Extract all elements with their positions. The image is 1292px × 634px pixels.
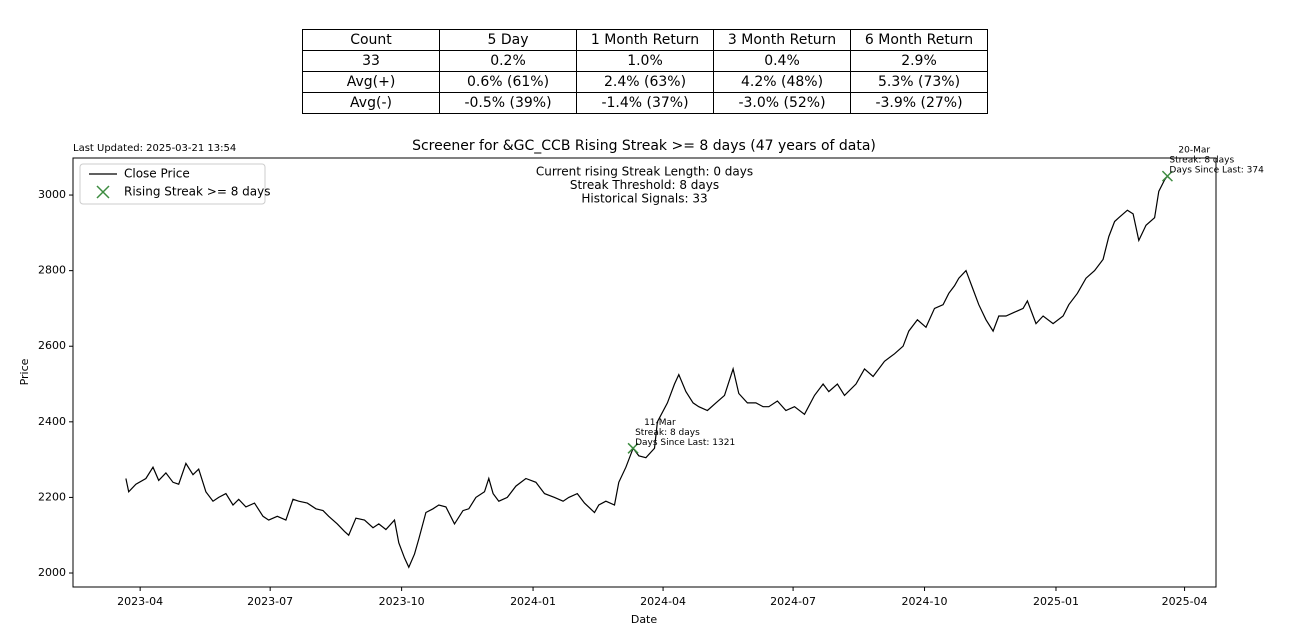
x-tick-label: 2024-01 [510,595,556,608]
table-cell: 6 Month Return [850,29,988,51]
legend-label: Rising Streak >= 8 days [124,185,270,199]
chart-title: Screener for &GC_CCB Rising Streak >= 8 … [412,138,876,154]
x-tick-label: 2023-07 [247,595,293,608]
y-tick-label: 2400 [38,415,66,428]
annotation: Days Since Last: 374 [1169,166,1264,176]
plot-frame [72,157,1217,588]
x-tick-label: 2025-04 [1162,595,1208,608]
y-axis-label: Price [18,358,31,385]
y-tick-label: 2000 [38,566,66,579]
annotation: 11-Mar [644,418,676,428]
signal-marker [1161,170,1173,182]
x-tick-label: 2025-01 [1033,595,1079,608]
info-text: Streak Threshold: 8 days [570,178,719,192]
table-cell: -1.4% (37%) [576,92,714,114]
table-cell: 2.4% (63%) [576,71,714,93]
updated-label: Last Updated: 2025-03-21 13:54 [73,143,236,154]
x-tick-label: 2024-04 [640,595,686,608]
price-line [125,175,1170,569]
annotation: Streak: 8 days [635,428,700,438]
table-cell: -0.5% (39%) [439,92,577,114]
legend-marker [96,185,110,199]
table-header: Count 5 Day 1 Month Return 3 Month Return 6 … [302,29,988,51]
annotation: Streak: 8 days [1169,156,1234,166]
x-tick-label: 2023-10 [379,595,425,608]
legend-label: Close Price [124,167,190,181]
table-cell: 4.2% (48%) [713,71,851,93]
annotation: Days Since Last: 1321 [635,438,735,448]
info-text: Current rising Streak Length: 0 days [536,165,753,179]
x-tick-label: 2024-07 [770,595,816,608]
x-axis-label: Date [631,613,658,626]
x-tick-label: 2023-04 [117,595,163,608]
y-tick-label: 3000 [38,188,66,201]
legend-box [79,163,266,205]
table-row: Avg(-) -0.5% (39%) -1.4% (37%) -3.0% (52%) -… [302,92,988,114]
table-row: Avg(+) 0.6% (61%) 2.4% (63%) 4.2% (48%) 5.3%… [302,71,988,93]
y-tick-label: 2600 [38,339,66,352]
x-tick-label: 2024-10 [902,595,948,608]
table-cell: 5.3% (73%) [850,71,988,93]
info-text: Historical Signals: 33 [581,192,707,206]
y-tick-label: 2800 [38,264,66,277]
table-cell: Avg(-) [302,92,440,114]
signal-marker [627,442,639,454]
annotation: 20-Mar [1178,146,1210,156]
table-cell: -3.0% (52%) [713,92,851,114]
table-cell: -3.9% (27%) [850,92,988,114]
y-tick-label: 2200 [38,490,66,503]
stats-table: Count 5 Day 1 Month Return 3 Month Return 6 … [302,29,988,114]
